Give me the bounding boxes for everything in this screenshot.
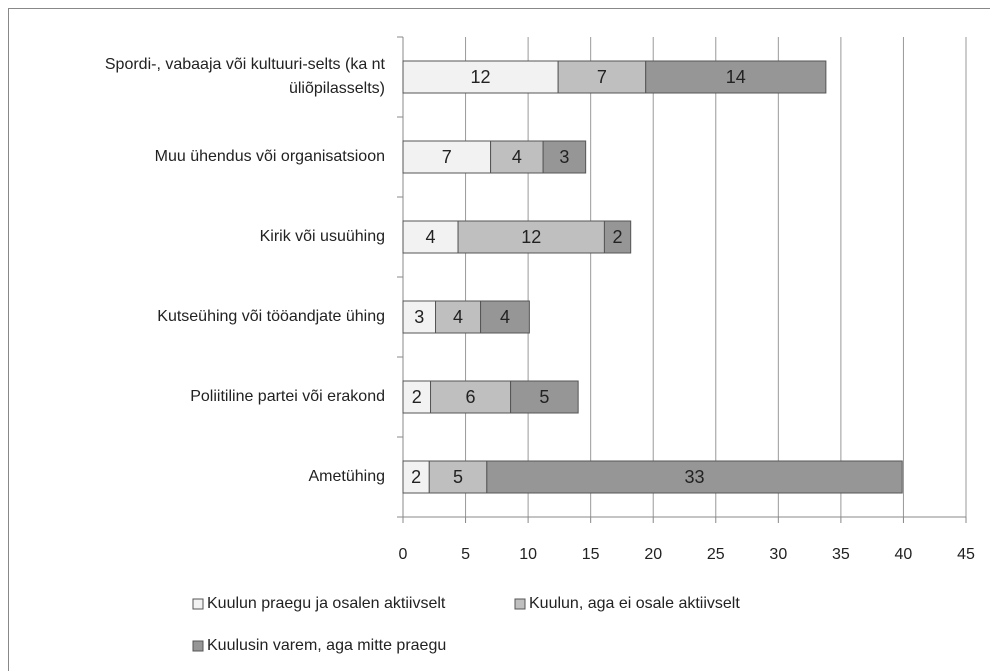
x-tick-label: 10 [519,546,537,563]
y-tick-label: Spordi-, vabaaja või kultuuri-selts (ka … [105,56,386,97]
data-label: 2 [411,467,421,487]
bar-segment [402,220,459,254]
y-tick-label: Poliitiline partei või erakond [190,388,385,405]
data-label: 33 [684,467,704,487]
data-label: 4 [512,147,522,167]
data-label: 12 [471,67,491,87]
x-tick-label: 0 [399,546,408,563]
data-label: 2 [412,387,422,407]
y-tick-label: Muu ühendus või organisatsioon [155,148,385,165]
chart-border [8,8,990,671]
x-tick-label: 40 [895,546,913,563]
legend-swatch [192,598,204,610]
bar-segment [435,300,482,334]
data-label: 5 [453,467,463,487]
bar-segment [402,380,432,414]
bar-segment [510,380,579,414]
data-label: 12 [521,227,541,247]
bar-segment [480,300,530,334]
data-label: 4 [453,307,463,327]
x-tick-label: 45 [957,546,975,563]
legend-label: Kuulusin varem, aga mitte praegu [207,637,446,654]
data-label: 6 [466,387,476,407]
data-label: 4 [426,227,436,247]
bar-segment [486,460,903,494]
data-label: 7 [597,67,607,87]
data-label: 2 [613,227,623,247]
data-label: 14 [726,67,746,87]
y-tick-label: Kirik või usuühing [260,228,385,245]
x-tick-label: 25 [707,546,725,563]
bar-segment [402,460,430,494]
x-tick-label: 20 [644,546,662,563]
data-label: 3 [414,307,424,327]
legend-label: Kuulun, aga ei osale aktiivselt [529,595,740,612]
bar-segment [430,380,512,414]
bar-segment [402,300,437,334]
bar-segment [603,220,632,254]
data-label: 5 [539,387,549,407]
y-tick-label: Kutseühing või tööandjate ühing [157,308,385,325]
bar-segment [457,220,605,254]
bar-segment [557,60,647,94]
bar-segment [402,140,492,174]
x-tick-label: 15 [582,546,600,563]
data-label: 7 [442,147,452,167]
legend-swatch [514,598,526,610]
legend-swatch [192,640,204,652]
legend-label: Kuulun praegu ja osalen aktiivselt [207,595,446,612]
bar-segment [645,60,827,94]
data-label: 3 [559,147,569,167]
x-tick-label: 35 [832,546,850,563]
x-tick-label: 5 [461,546,470,563]
bar-segment [428,460,488,494]
x-tick-label: 30 [769,546,787,563]
y-tick-label: Ametühing [309,468,386,485]
bar-segment [542,140,587,174]
data-label: 4 [500,307,510,327]
